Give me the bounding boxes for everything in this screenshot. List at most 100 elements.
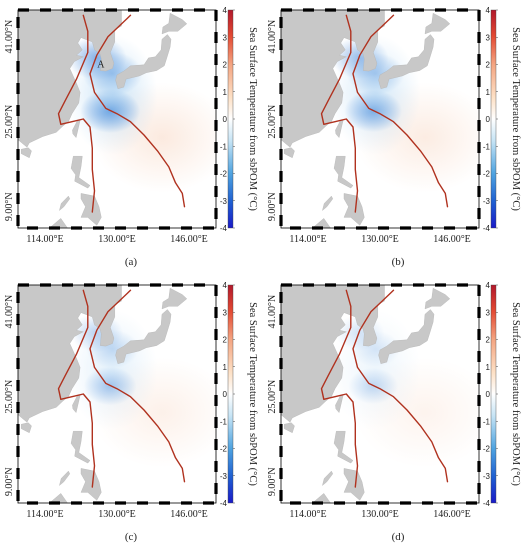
colorbar-tick-label: 4 <box>486 6 491 15</box>
lon-tick-label: 146.00°E <box>170 509 208 520</box>
lon-tick-label: 114.00°E <box>289 234 326 245</box>
colorbar-tick-label: -1 <box>483 417 491 426</box>
land-mass <box>333 430 354 464</box>
typhoon-track <box>352 14 449 208</box>
lon-tick-label: 130.00°E <box>361 509 399 520</box>
colorbar-title: Sea Surface Temperature from sbPOM (°C) <box>510 27 521 211</box>
panel-a: A 114.00°E 130.00°E 146.00°E 41.00°N 25.00°N 9… <box>0 0 263 275</box>
colorbar-tick-label: -2 <box>483 170 491 179</box>
land-mass <box>59 195 71 212</box>
cooling-wake <box>67 310 158 431</box>
lat-tick-label: 25.00°N <box>4 380 15 414</box>
land-mass <box>424 12 451 35</box>
land-mass <box>49 218 68 228</box>
lon-tick-label: 114.00°E <box>289 509 326 520</box>
colorbar-tick-label: 4 <box>223 281 228 290</box>
colorbar-tick-label: -3 <box>220 197 228 206</box>
lat-tick-label: 41.00°N <box>4 295 15 329</box>
land-mass <box>333 155 354 189</box>
map-svg: 114.00°E 130.00°E 146.00°E 41.00°N 25.00°N 9.… <box>267 281 521 520</box>
point-label: A <box>97 59 105 70</box>
map-svg: 114.00°E 130.00°E 146.00°E 41.00°N 25.00°N 9.… <box>4 281 258 520</box>
land-mass <box>59 470 71 487</box>
land-mass <box>284 422 295 434</box>
lat-tick-label: 9.00°N <box>4 192 15 221</box>
land-mass <box>281 285 385 423</box>
panel-d: 114.00°E 130.00°E 146.00°E 41.00°N 25.00°N 9.… <box>263 275 526 550</box>
colorbar-tick-label: 0 <box>223 390 228 399</box>
land-mass <box>343 193 365 226</box>
colorbar-title: Sea Surface Temperature from sbPOM (°C) <box>510 302 521 486</box>
colorbar-tick-label: 3 <box>223 308 228 317</box>
land-mass <box>21 422 32 434</box>
lon-tick-label: 114.00°E <box>26 509 63 520</box>
map-border-ticks <box>279 283 481 505</box>
colorbar-tick-label: 0 <box>486 115 491 124</box>
lat-tick-label: 41.00°N <box>267 295 278 329</box>
lat-tick-label: 9.00°N <box>267 467 278 496</box>
cooling-wake <box>330 310 421 431</box>
land-mass <box>335 120 344 139</box>
typhoon-track <box>57 14 96 213</box>
land-mass <box>322 195 334 212</box>
colorbar-tick-label: 3 <box>486 33 491 42</box>
colorbar-tick-label: 1 <box>486 88 491 97</box>
colorbar-tick-label: -4 <box>220 499 228 508</box>
typhoon-track <box>89 289 186 483</box>
colorbar-tick-label: 2 <box>486 336 491 345</box>
land-mass <box>115 34 172 89</box>
colorbar-tick-label: 2 <box>223 61 228 70</box>
typhoon-track <box>89 14 186 208</box>
colorbar <box>490 284 497 504</box>
map-svg: A 114.00°E 130.00°E 146.00°E 41.00°N 25.00°N 9… <box>4 6 258 245</box>
colorbar-tick-label: -3 <box>483 197 491 206</box>
colorbar-tick-label: -4 <box>483 499 491 508</box>
colorbar-tick-label: 4 <box>223 6 228 15</box>
land-mass <box>312 493 331 503</box>
lat-tick-label: 9.00°N <box>4 467 15 496</box>
land-mass <box>378 309 435 364</box>
lon-tick-label: 130.00°E <box>98 509 136 520</box>
cooling-wake <box>67 35 158 156</box>
lat-tick-label: 41.00°N <box>4 20 15 54</box>
colorbar-tick-label: -2 <box>483 445 491 454</box>
colorbar-tick-label: 0 <box>486 390 491 399</box>
colorbar <box>490 9 497 229</box>
typhoon-track <box>57 289 96 488</box>
map-svg: 114.00°E 130.00°E 146.00°E 41.00°N 25.00°N 9.… <box>267 6 521 245</box>
lon-tick-label: 146.00°E <box>433 234 471 245</box>
panel-c: 114.00°E 130.00°E 146.00°E 41.00°N 25.00°N 9.… <box>0 275 263 550</box>
lon-tick-label: 130.00°E <box>98 234 136 245</box>
lat-tick-label: 25.00°N <box>267 380 278 414</box>
colorbar-tick-label: 4 <box>486 281 491 290</box>
land-mass <box>312 218 331 228</box>
colorbar-tick-label: 3 <box>223 33 228 42</box>
colorbar <box>227 9 234 229</box>
colorbar-tick-label: -2 <box>220 445 228 454</box>
panel-label: (a) <box>124 256 138 268</box>
land-mass <box>18 10 122 148</box>
land-mass <box>21 147 32 159</box>
land-mass <box>281 10 385 148</box>
colorbar-tick-label: -1 <box>220 417 228 426</box>
typhoon-track <box>320 289 359 488</box>
colorbar-tick-label: -3 <box>220 472 228 481</box>
land-mass <box>284 147 295 159</box>
land-mass <box>424 287 451 310</box>
panel-label: (c) <box>124 531 138 543</box>
typhoon-track <box>320 14 359 213</box>
colorbar-tick-label: -4 <box>483 224 491 233</box>
colorbar-tick-label: 2 <box>486 61 491 70</box>
land-mass <box>378 34 435 89</box>
lat-tick-label: 41.00°N <box>267 20 278 54</box>
colorbar-tick-label: -1 <box>220 142 228 151</box>
colorbar-tick-label: -4 <box>220 224 228 233</box>
colorbar <box>227 284 234 504</box>
lon-tick-label: 146.00°E <box>170 234 208 245</box>
land-mass <box>322 470 334 487</box>
land-mass <box>80 193 102 226</box>
colorbar-tick-label: 3 <box>486 308 491 317</box>
map-border-ticks <box>16 283 218 505</box>
land-mass <box>335 395 344 414</box>
map-border-ticks <box>16 8 218 230</box>
